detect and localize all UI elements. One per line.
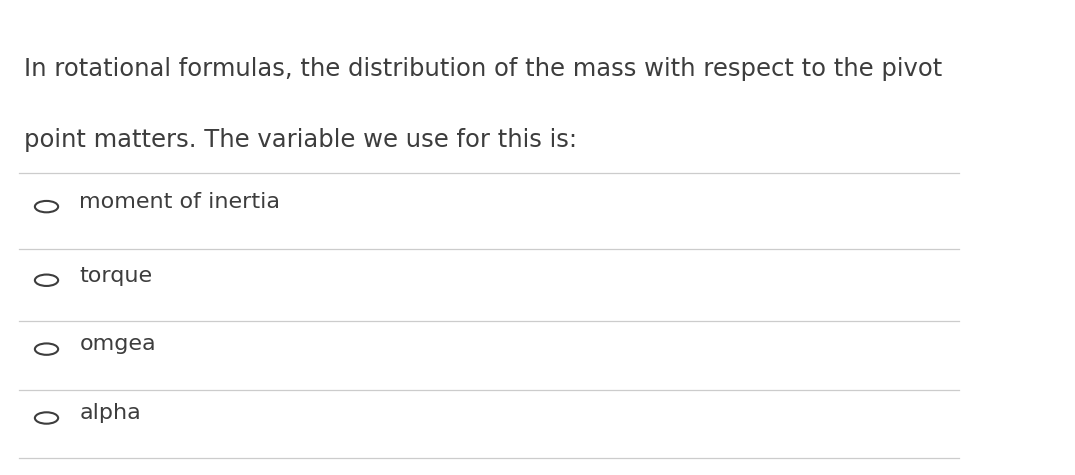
Text: In rotational formulas, the distribution of the mass with respect to the pivot: In rotational formulas, the distribution… [25, 57, 943, 81]
Text: point matters. The variable we use for this is:: point matters. The variable we use for t… [25, 128, 577, 152]
Text: moment of inertia: moment of inertia [80, 192, 281, 212]
Text: torque: torque [80, 266, 153, 285]
Text: alpha: alpha [80, 403, 141, 423]
Text: omgea: omgea [80, 334, 156, 354]
